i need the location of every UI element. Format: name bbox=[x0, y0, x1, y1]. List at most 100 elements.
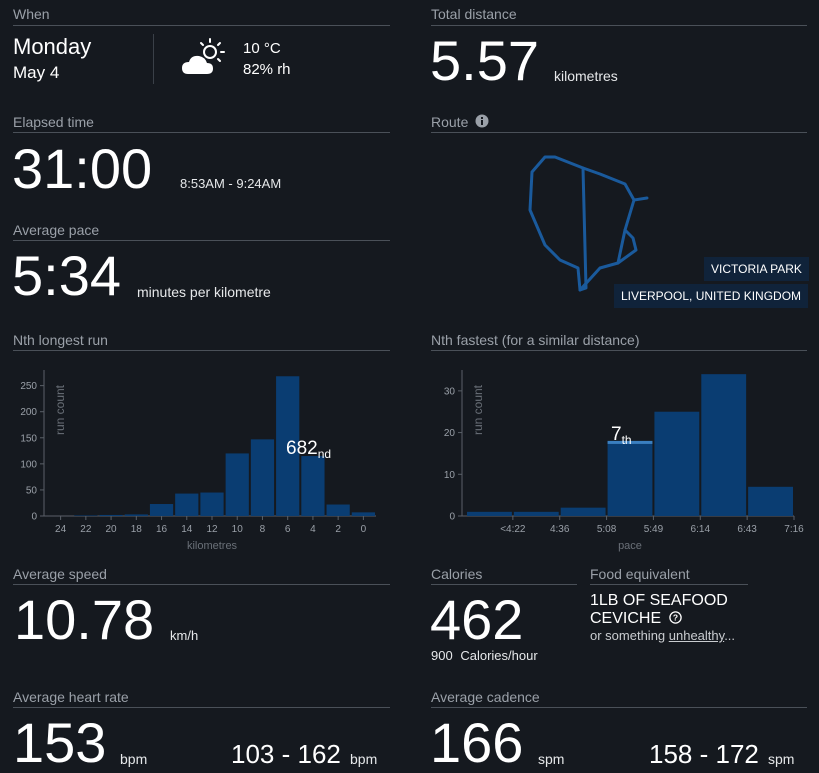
histogram-bar[interactable] bbox=[124, 514, 148, 516]
speed-label: Average speed bbox=[13, 566, 107, 582]
info-icon[interactable] bbox=[475, 114, 489, 128]
speed-unit: km/h bbox=[170, 628, 199, 643]
rank-suffix: th bbox=[622, 433, 632, 447]
cadence-divider bbox=[431, 707, 807, 708]
humidity: 82% rh bbox=[243, 61, 291, 78]
fastest-divider bbox=[431, 350, 807, 351]
svg-text:?: ? bbox=[672, 613, 677, 623]
fastest-label: Nth fastest (for a similar distance) bbox=[431, 332, 640, 348]
histogram-bar-highlight bbox=[607, 440, 653, 444]
temperature: 10 °C bbox=[243, 40, 281, 57]
speed-divider bbox=[13, 584, 390, 585]
when-divider bbox=[13, 25, 390, 26]
distance-label: Total distance bbox=[431, 6, 517, 22]
histogram-bar[interactable] bbox=[607, 440, 653, 516]
elapsed-label: Elapsed time bbox=[13, 114, 94, 130]
calories-rate: 900 Calories/hour bbox=[431, 648, 538, 663]
histogram-bar[interactable] bbox=[149, 504, 174, 516]
distance-value: 5.57 bbox=[430, 29, 539, 92]
histogram-bar[interactable] bbox=[326, 504, 350, 516]
calories-rate-unit: Calories/hour bbox=[460, 648, 538, 663]
food-item: 1LB OF SEAFOOD CEVICHE ? bbox=[590, 592, 728, 629]
histogram-bar[interactable] bbox=[276, 376, 300, 516]
y-tick-label: 150 bbox=[20, 433, 37, 444]
histogram-bar[interactable] bbox=[351, 512, 375, 516]
heart-range-unit: bpm bbox=[350, 751, 378, 767]
histogram-bar[interactable] bbox=[654, 411, 700, 516]
cadence-value: 166 bbox=[430, 711, 524, 773]
histogram-bar[interactable] bbox=[175, 493, 199, 516]
elapsed-value: 31:00 bbox=[12, 137, 153, 200]
heart-unit: bpm bbox=[120, 751, 148, 767]
cadence-range: 158 - 172 bbox=[649, 739, 759, 769]
food-alternative: or something unhealthy... bbox=[590, 628, 735, 643]
food-label: Food equivalent bbox=[590, 566, 690, 582]
pace-divider bbox=[13, 240, 390, 241]
x-tick-label: 18 bbox=[131, 524, 143, 535]
histogram-bar[interactable] bbox=[225, 453, 249, 516]
y-tick-label: 30 bbox=[444, 386, 456, 397]
pace-label: Average pace bbox=[13, 222, 100, 238]
calories-rate-value: 900 bbox=[431, 648, 453, 663]
partly-cloudy-icon bbox=[180, 36, 230, 78]
heart-divider bbox=[13, 707, 390, 708]
route-label: Route bbox=[431, 114, 469, 130]
when-separator bbox=[153, 34, 154, 84]
heart-range: 103 - 162 bbox=[231, 739, 341, 769]
longest-label: Nth longest run bbox=[13, 332, 108, 348]
rank-annotation: 682nd bbox=[286, 438, 331, 461]
x-tick-label: 5:08 bbox=[597, 524, 617, 535]
histogram-bar[interactable] bbox=[74, 515, 98, 516]
heart-value: 153 bbox=[13, 711, 107, 773]
x-tick-label: 14 bbox=[181, 524, 193, 535]
x-tick-label: 6 bbox=[285, 524, 291, 535]
weekday: Monday bbox=[13, 34, 92, 59]
longest-divider bbox=[13, 350, 390, 351]
elapsed-divider bbox=[13, 132, 390, 133]
y-tick-label: 50 bbox=[26, 485, 38, 496]
calories-divider bbox=[431, 584, 577, 585]
x-tick-label: 6:14 bbox=[691, 524, 711, 535]
route-location-tag: LIVERPOOL, UNITED KINGDOM bbox=[614, 284, 809, 308]
when-label: When bbox=[13, 6, 50, 22]
x-tick-label: <4:22 bbox=[500, 524, 526, 535]
x-tick-label: 12 bbox=[206, 524, 218, 535]
cadence-unit: spm bbox=[538, 751, 565, 767]
heart-label: Average heart rate bbox=[13, 689, 129, 705]
run-date: May 4 bbox=[13, 63, 60, 82]
histogram-bar[interactable] bbox=[99, 514, 123, 516]
speed-value: 10.78 bbox=[14, 588, 155, 651]
distance-unit: kilometres bbox=[554, 68, 618, 84]
histogram-bar[interactable] bbox=[250, 439, 275, 516]
food-item-line1: 1LB OF SEAFOOD bbox=[590, 592, 728, 609]
question-circle-icon[interactable]: ? bbox=[668, 611, 682, 629]
histogram-bar[interactable] bbox=[748, 486, 793, 516]
food-alt-prefix: or something bbox=[590, 628, 669, 643]
cadence-range-unit: spm bbox=[768, 751, 795, 767]
longest-run-chart: 0 50 100 150 200 250 run count 24 22 20 18 16 14 12 10… bbox=[10, 358, 390, 558]
route-place-tag: VICTORIA PARK bbox=[704, 257, 809, 281]
fastest-run-histogram: 0 10 20 30 run count <4:22 4:36 5:08 5:49 6:14 6:4… bbox=[444, 370, 804, 552]
route-divider bbox=[431, 132, 807, 133]
x-tick-label: 8 bbox=[260, 524, 266, 535]
x-tick-label: 5:49 bbox=[644, 524, 664, 535]
y-tick-label: 100 bbox=[20, 459, 37, 470]
x-tick-label: 16 bbox=[156, 524, 168, 535]
histogram-bar[interactable] bbox=[301, 456, 325, 516]
histogram-bar[interactable] bbox=[701, 374, 747, 516]
food-item-line2-row: CEVICHE ? bbox=[590, 610, 728, 629]
distance-divider bbox=[431, 25, 807, 26]
histogram-bar[interactable] bbox=[513, 511, 559, 516]
histogram-bar[interactable] bbox=[560, 507, 606, 516]
fastest-run-chart: 0 10 20 30 run count <4:22 4:36 5:08 5:49 6:14 6:4… bbox=[428, 358, 808, 558]
rank-number: 7 bbox=[611, 424, 622, 445]
unhealthy-link[interactable]: unhealthy bbox=[668, 628, 725, 643]
x-tick-label: 2 bbox=[335, 524, 341, 535]
x-tick-label: 7:16 bbox=[784, 524, 804, 535]
x-tick-label: 4 bbox=[310, 524, 316, 535]
route-map[interactable] bbox=[520, 150, 660, 295]
y-tick-label: 20 bbox=[444, 428, 456, 439]
rank-suffix: nd bbox=[318, 447, 331, 461]
histogram-bar[interactable] bbox=[467, 511, 512, 516]
histogram-bar[interactable] bbox=[200, 492, 224, 516]
